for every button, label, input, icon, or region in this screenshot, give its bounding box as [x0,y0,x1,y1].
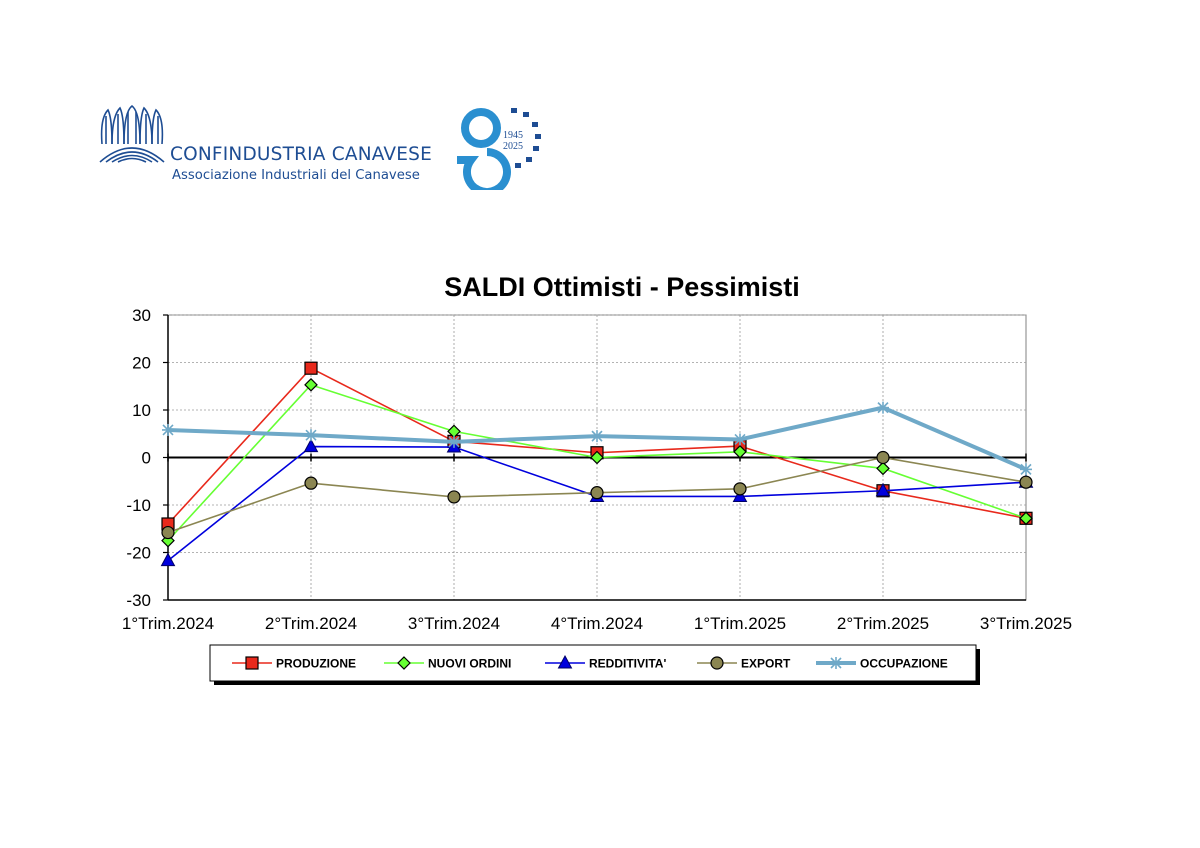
data-point [875,482,891,497]
y-axis: 30 20 10 0 -10 -20 -30 [126,306,169,610]
data-point [1019,475,1033,489]
legend-marker [830,657,842,669]
chart-title: SALDI Ottimisti - Pessimisti [444,272,800,302]
header-logos: CONFINDUSTRIA CANAVESE Associazione Indu… [98,100,558,190]
legend-item: PRODUZIONE [232,656,356,671]
legend-marker [557,654,573,669]
data-point [305,429,317,442]
data-point [876,461,890,476]
data-point [447,490,461,504]
legend-label: REDDITIVITA' [589,657,666,671]
anniversary-years: 1945 [503,130,523,141]
x-tick-label: 3°Trim.2025 [980,614,1072,633]
legend-item: EXPORT [697,656,791,671]
legend-marker [710,656,724,670]
data-point [732,488,748,502]
data-point [733,444,747,459]
data-point [734,433,746,446]
legend-label: PRODUZIONE [276,657,356,671]
x-tick-label: 2°Trim.2024 [265,614,357,633]
data-point [161,525,175,540]
svg-text:2025: 2025 [503,141,523,152]
anniversary-80-logo-icon: 1945 2025 [457,108,541,190]
x-tick-label: 3°Trim.2024 [408,614,500,633]
confindustria-logo-icon [99,104,165,163]
x-tick-label: 2°Trim.2025 [837,614,929,633]
data-point [304,361,318,375]
data-point [160,552,176,567]
legend-label: NUOVI ORDINI [428,657,511,671]
data-point [590,486,604,500]
series-export [161,450,1033,540]
data-point [162,423,174,436]
series-occupazione [162,401,1032,476]
chart-legend: PRODUZIONE NUOVI ORDINI REDDITIVITA' EXPORT… [209,644,980,685]
y-tick-label: -10 [126,496,151,515]
y-tick-label: 30 [132,306,151,325]
org-name: CONFINDUSTRIA CANAVESE [170,144,432,165]
data-point [304,476,318,490]
data-point [448,435,460,448]
y-tick-label: -20 [126,544,151,563]
legend-item: OCCUPAZIONE [816,657,948,671]
org-subtitle: Associazione Industriali del Canavese [172,168,420,183]
y-tick-label: 0 [142,449,151,468]
y-tick-label: 20 [132,354,151,373]
data-point [304,377,318,392]
legend-item: NUOVI ORDINI [384,656,511,671]
legend-label: EXPORT [741,657,791,671]
y-tick-label: 10 [132,401,151,420]
x-tick-label: 4°Trim.2024 [551,614,643,633]
chart-series [160,361,1034,567]
legend-marker [245,656,259,670]
legend-marker [397,656,411,670]
x-axis: 1°Trim.2024 2°Trim.2024 3°Trim.2024 4°Trim.… [122,599,1072,633]
data-point [877,401,889,414]
data-point [876,450,890,465]
data-point [591,430,603,443]
data-point [733,482,747,496]
legend-item: REDDITIVITA' [545,654,666,671]
data-point [303,438,319,453]
data-point [590,450,604,465]
y-tick-label: -30 [126,591,151,610]
series-nuovi-ordini [161,377,1033,548]
x-tick-label: 1°Trim.2025 [694,614,786,633]
x-tick-label: 1°Trim.2024 [122,614,214,633]
legend-label: OCCUPAZIONE [860,657,948,671]
data-point [1020,463,1032,476]
data-point [1019,511,1033,526]
